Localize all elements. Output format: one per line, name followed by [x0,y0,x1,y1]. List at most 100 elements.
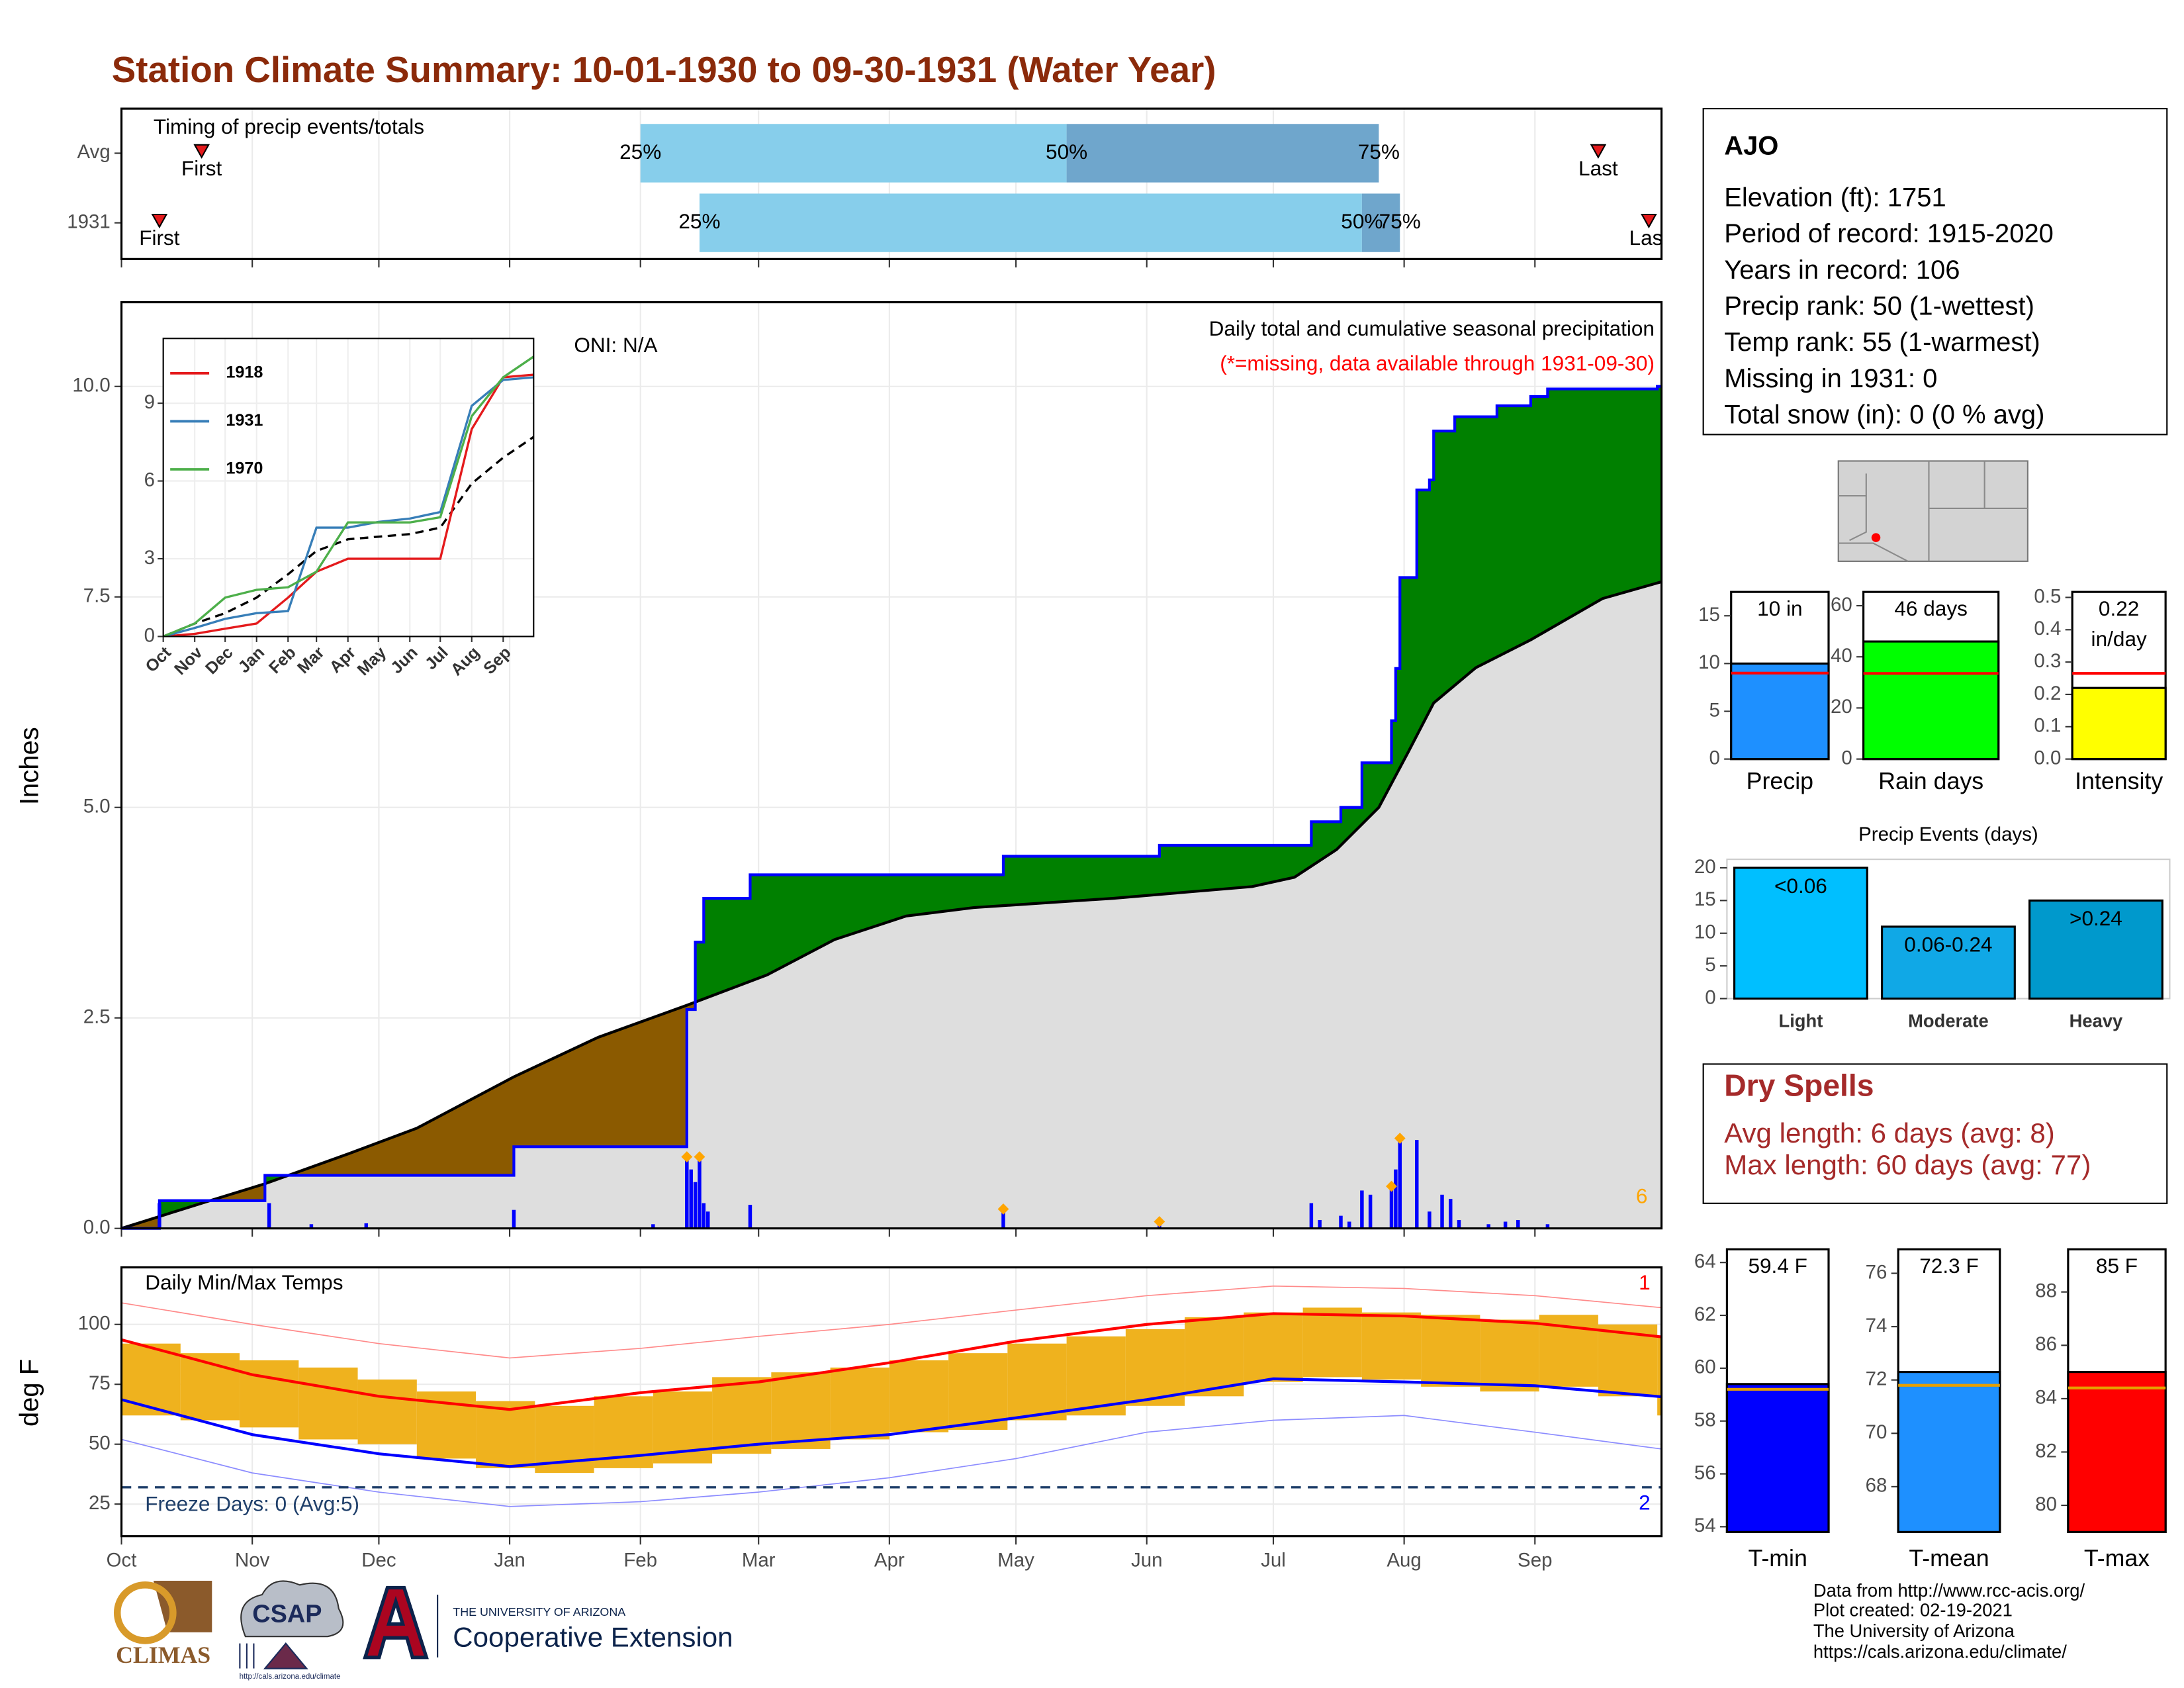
climas-sun [113,1581,177,1644]
daily-precip-bar [685,1156,689,1229]
series-line [163,373,534,637]
bar [2028,899,2163,1000]
point-label: First [181,156,222,180]
x-tick-label: Light [1779,1011,1823,1031]
y-tick-label: 82 [2035,1440,2057,1462]
annotation: 2 [1639,1491,1651,1515]
y-tick-label: 25 [89,1492,111,1514]
value-label: 46 days [1894,597,1968,622]
daily-temp-bar [298,1367,358,1440]
daily-temp-bar [1244,1312,1303,1382]
y-tick-label: 58 [1694,1409,1716,1430]
logo-text: THE UNIVERSITY OF ARIZONA [453,1605,625,1618]
y-tick-label: 60 [1831,594,1852,616]
x-tick-label: Precip [1747,768,1813,794]
y-tick-label: 6 [144,469,155,491]
point-label: First [139,226,180,250]
daily-precip-bar [1486,1224,1490,1229]
normal-max-line [121,1312,1662,1411]
daily-temp-bar [1361,1312,1422,1380]
dry-spells-line: Avg length: 6 days (avg: 8) [1724,1117,2055,1149]
cumulative-line [121,385,1662,1230]
station-detail: Precip rank: 50 (1-wettest) [1724,292,2034,321]
x-tick-label: Aug [1387,1549,1421,1571]
y-tick-label: 100 [78,1313,111,1335]
x-tick-label: T-max [2084,1545,2150,1571]
x-tick-label: Mar [742,1549,776,1571]
point-label: 50% [1046,140,1087,164]
point-label: 25% [619,140,661,164]
legend-label: 1970 [226,459,263,478]
daily-temp-bar [889,1360,949,1432]
x-tick-label: Oct [107,1549,137,1571]
bar [1880,925,2016,1000]
point-label: 50% [1341,209,1383,233]
timing-rows: Timing of precip events/totals First 25% 50… [139,115,1669,252]
map-borders [1838,461,2028,561]
bar [1897,1371,2001,1533]
value-label-box: 0.22 in/day [2091,598,2147,652]
daily-precip-bar [1309,1203,1314,1229]
quantile-bar [1361,193,1400,252]
average-line [163,436,534,637]
bar [1730,662,1830,761]
x-tick-label: Moderate [1908,1011,1989,1031]
y-tick-label: 0 [144,624,155,646]
x-tick-label: Sep [1518,1549,1552,1571]
event-diamond [1154,1216,1165,1227]
daily-temp-bar [1421,1315,1480,1387]
y-tick-label: 62 [1694,1303,1716,1325]
bar [1725,1383,1830,1533]
y-tick-label: 2.5 [83,1006,111,1027]
daily-precip-bar [693,1182,698,1229]
station-box [1702,108,2168,436]
daily-precip-bar [705,1211,710,1229]
y-tick-label: 56 [1694,1462,1716,1483]
point-label: Last [1629,226,1669,250]
y-tick-label: 10 [1694,921,1716,943]
point-label: 25% [678,209,720,233]
annotation: ONI: N/A [574,333,657,357]
daily-precip-bar [1457,1219,1461,1229]
footer-line: Data from http://www.rcc-acis.org/ [1813,1580,2085,1601]
y-tick-label: 76 [1866,1261,1888,1283]
daily-precip-bar [651,1224,655,1229]
x-tick-label: Jan [494,1549,525,1571]
panel-border [120,301,1663,1230]
y-tick-label: 80 [2035,1493,2057,1515]
x-tick-label: Jul [1261,1549,1286,1571]
y-tick-label: 9 [144,391,155,413]
daily-precip-bar [1368,1194,1373,1229]
point-label: 75% [1379,209,1421,233]
daily-precip-bar [309,1224,314,1229]
logo-text: http://cals.arizona.edu/climate [240,1673,341,1681]
y-tick-label: 3 [144,547,155,569]
y-tick-label: 0.4 [2034,618,2061,639]
daily-temp-bar [1185,1317,1244,1397]
bar-range-label: 0.06-0.24 [1904,933,1992,957]
value-label: 85 F [2095,1254,2138,1279]
daily-precip-bar [702,1203,706,1229]
y-axis-title: Inches [15,727,44,805]
quantile-bar [640,124,1067,183]
x-tick-label: Dec [361,1549,396,1571]
panel-title: Precip Events (days) [1858,823,2038,845]
series-line [163,355,534,637]
y-tick-label: 0 [1709,747,1720,769]
panel-border [120,1266,1663,1538]
y-tick-label: 7.5 [83,585,111,607]
y-tick-label: 1931 [67,211,110,232]
daily-precip-bar [698,1156,702,1229]
y-tick-label: 0 [1841,747,1852,769]
event-diamond [681,1151,693,1162]
y-tick-label: 10.0 [72,375,110,397]
page-title: Station Climate Summary: 10-01-1930 to 0… [112,49,1216,90]
normal-min-line [121,1377,1662,1468]
event-marker [1590,144,1607,159]
value-label: 10 in [1757,597,1803,622]
logo-text: CLIMAS [116,1642,210,1668]
annotation: (*=missing, data available through 1931-… [1220,352,1655,375]
point-label: 75% [1358,140,1400,164]
daily-precip-bar [1398,1140,1402,1229]
footer-line: https://cals.arizona.edu/climate/ [1813,1642,2067,1662]
